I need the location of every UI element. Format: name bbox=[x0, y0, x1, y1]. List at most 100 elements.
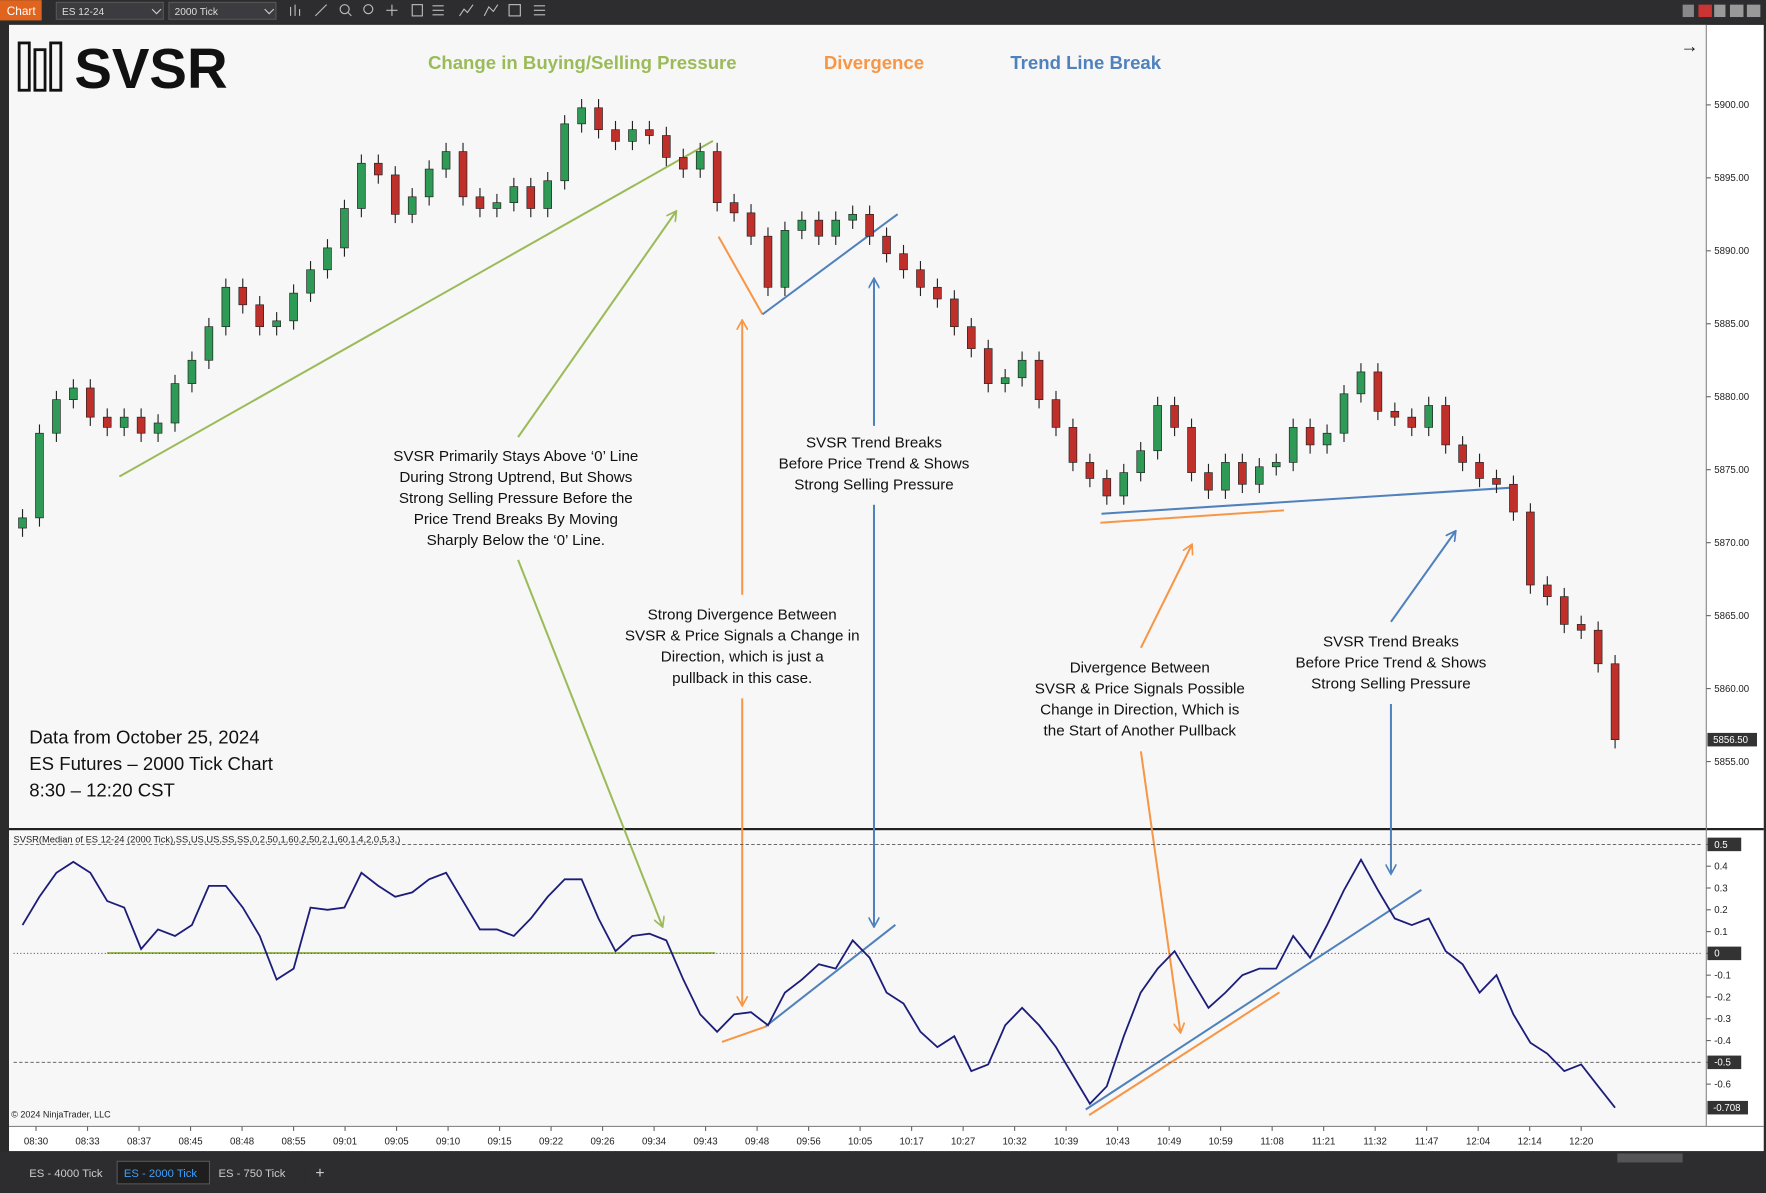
indicator-label: SVSR(Median of ES 12-24 (2000 Tick),SS,U… bbox=[14, 835, 401, 845]
candle-body bbox=[1288, 427, 1298, 463]
candle-body bbox=[1068, 427, 1078, 463]
tab-label: ES - 2000 Tick bbox=[124, 1168, 198, 1180]
tab[interactable] bbox=[116, 1160, 211, 1185]
candle-body bbox=[1238, 462, 1247, 485]
candle-body bbox=[306, 269, 315, 294]
last-price-box bbox=[1707, 732, 1757, 747]
add-tab[interactable]: + bbox=[315, 1165, 324, 1182]
candle-body bbox=[1509, 483, 1518, 513]
time-label: 11:32 bbox=[1363, 1136, 1387, 1147]
candle-body bbox=[374, 162, 383, 176]
time-label: 11:47 bbox=[1415, 1136, 1439, 1147]
time-label: 08:48 bbox=[230, 1136, 254, 1147]
dropdown-caret bbox=[151, 8, 162, 15]
y-tick-label: 5880.00 bbox=[1714, 392, 1749, 403]
y-tick-box bbox=[1707, 946, 1742, 961]
candle-body bbox=[695, 151, 705, 170]
time-label: 09:26 bbox=[590, 1136, 614, 1147]
candle-body bbox=[35, 432, 44, 519]
window-buttons[interactable] bbox=[1682, 4, 1761, 18]
candle-body bbox=[52, 399, 61, 434]
candle-body bbox=[18, 517, 27, 529]
candle-body bbox=[69, 387, 78, 400]
candle-body bbox=[153, 422, 163, 434]
candle-body bbox=[407, 196, 417, 215]
candle-body bbox=[458, 151, 468, 198]
y-tick-label: 0.4 bbox=[1714, 862, 1728, 873]
candle-body bbox=[441, 151, 451, 170]
expand-arrow[interactable]: → bbox=[1680, 36, 1698, 56]
candle-body bbox=[678, 157, 688, 170]
tab[interactable] bbox=[211, 1161, 305, 1184]
note-line: During Strong Uptrend, But Shows bbox=[399, 469, 632, 486]
y-tick-label: 5875.00 bbox=[1714, 465, 1749, 476]
candle-body bbox=[390, 174, 400, 215]
y-tick-label: -0.1 bbox=[1714, 971, 1731, 982]
time-label: 09:48 bbox=[745, 1136, 769, 1147]
candle-body bbox=[526, 186, 536, 209]
note-line: SVSR Trend Breaks bbox=[806, 434, 942, 451]
candle-body bbox=[763, 235, 773, 288]
time-label: 10:39 bbox=[1054, 1136, 1078, 1147]
y-tick-label: 5865.00 bbox=[1714, 611, 1749, 622]
candle-body bbox=[136, 416, 146, 434]
candle-body bbox=[1221, 462, 1230, 491]
time-label: 09:05 bbox=[384, 1136, 408, 1147]
time-label: 09:10 bbox=[436, 1136, 460, 1147]
candle-body bbox=[492, 202, 502, 209]
candle-body bbox=[255, 304, 264, 328]
y-tick-box bbox=[1707, 1055, 1742, 1070]
y-tick-label: 0 bbox=[1714, 949, 1719, 960]
note-line: Change in Direction, Which is bbox=[1040, 702, 1240, 719]
time-label: 08:55 bbox=[281, 1136, 305, 1147]
y-tick-label: 5860.00 bbox=[1714, 684, 1749, 695]
y-tick-label: 5855.00 bbox=[1714, 757, 1749, 768]
candle-body bbox=[475, 196, 485, 209]
time-label: 11:21 bbox=[1312, 1136, 1336, 1147]
chart-tab-label[interactable] bbox=[0, 0, 42, 21]
logo: SVSR bbox=[74, 37, 227, 100]
indicator-panel bbox=[9, 831, 1707, 1127]
candle-body bbox=[102, 416, 112, 428]
y-tick-label: 5885.00 bbox=[1714, 319, 1749, 330]
candle-body bbox=[611, 129, 620, 142]
price-panel bbox=[9, 24, 1707, 828]
candle-body bbox=[170, 383, 180, 424]
y-tick-label: 0.3 bbox=[1714, 883, 1727, 894]
candle-body bbox=[848, 213, 857, 221]
note-line: Direction, which is just a bbox=[661, 649, 824, 666]
candle-body bbox=[1526, 511, 1535, 586]
time-label: 09:01 bbox=[333, 1136, 357, 1147]
candle-body bbox=[1051, 399, 1061, 428]
candle-body bbox=[509, 186, 519, 203]
time-label: 08:45 bbox=[178, 1136, 202, 1147]
note-line: pullback in this case. bbox=[672, 670, 812, 687]
candle-body bbox=[1255, 466, 1264, 485]
scrollbar[interactable] bbox=[1617, 1153, 1683, 1163]
time-label: 12:20 bbox=[1569, 1136, 1593, 1147]
candle-body bbox=[831, 219, 841, 237]
candle-body bbox=[1102, 478, 1112, 497]
candle-body bbox=[1458, 444, 1467, 463]
tab[interactable] bbox=[22, 1161, 115, 1184]
toolbar-icons[interactable] bbox=[290, 4, 546, 17]
candle-body bbox=[1271, 462, 1281, 468]
candle-body bbox=[1085, 462, 1095, 479]
y-tick-label: -0.3 bbox=[1714, 1014, 1731, 1025]
candle-body bbox=[814, 219, 824, 237]
candle-body bbox=[1187, 427, 1196, 473]
candle-body bbox=[1000, 377, 1010, 384]
note-line: Strong Selling Pressure bbox=[1311, 676, 1471, 693]
note-line: Divergence Between bbox=[1070, 660, 1210, 677]
time-label: 12:04 bbox=[1466, 1136, 1491, 1147]
candle-body bbox=[983, 348, 993, 384]
note-line: the Start of Another Pullback bbox=[1044, 723, 1237, 740]
last-value: -0.708 bbox=[1713, 1103, 1740, 1114]
instrument-select[interactable] bbox=[55, 1, 164, 20]
candle-body bbox=[323, 247, 332, 271]
interval-select[interactable] bbox=[168, 1, 277, 20]
y-tick-label: 5900.00 bbox=[1714, 100, 1749, 111]
y-tick-label: 0.5 bbox=[1714, 840, 1727, 851]
